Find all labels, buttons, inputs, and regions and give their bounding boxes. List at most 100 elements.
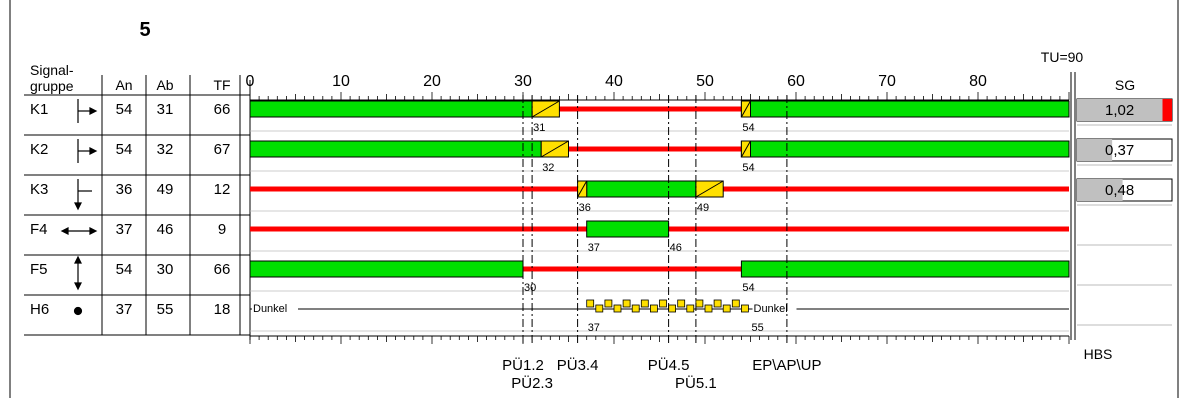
dark-label-left: Dunkel (253, 303, 287, 315)
dark-label-bg (252, 300, 298, 314)
time-mark-label: 30 (524, 282, 536, 294)
time-mark-label: 54 (742, 122, 754, 134)
time-mark-label: 55 (752, 322, 764, 334)
blink-square (713, 299, 722, 308)
saturation-column: 1,02 0,37 0,48 (1076, 98, 1173, 326)
signal-group-id: H6 (30, 301, 49, 318)
transition-diagonal (740, 100, 751, 118)
green-phase-bar (249, 260, 524, 278)
axis-tick-label: 10 (332, 73, 350, 90)
header-ab: Ab (156, 77, 173, 93)
ab-value: 55 (157, 301, 174, 318)
tf-value: 9 (218, 221, 226, 238)
icon-arrowhead (60, 227, 69, 235)
arrow-straight-right-icon (77, 139, 98, 163)
transition-label: PÜ4.5 (648, 356, 690, 374)
blink-square (650, 304, 658, 313)
tf-value: 18 (214, 301, 231, 318)
blink-square (595, 304, 604, 313)
hbs-label: HBS (1084, 346, 1113, 362)
blink-square (622, 299, 631, 308)
header-sg: SG (1115, 77, 1135, 93)
signal-group-id: F4 (30, 221, 48, 238)
cycle-label: TU=90 (1041, 49, 1084, 65)
icon-arrowhead (74, 202, 82, 211)
blink-square (586, 299, 595, 308)
signal-row-f4: F4 37 46 9 37 46 (24, 220, 1069, 256)
header-signal-group-line1: Signal- (30, 62, 74, 78)
time-mark-label: 31 (533, 122, 545, 134)
axis-tick-label: 60 (787, 73, 805, 90)
saturation-bar-k1: 1,02 (1076, 98, 1173, 126)
dark-label-right: Dunkel (754, 303, 788, 315)
saturation-value: 0,37 (1105, 142, 1134, 159)
transition-label: PÜ3.4 (557, 356, 599, 374)
blink-square (604, 299, 613, 308)
blink-square (695, 299, 704, 308)
blink-square (704, 304, 713, 313)
tf-value: 66 (214, 261, 231, 278)
tf-value: 67 (214, 141, 231, 158)
transition-diagonal (531, 100, 560, 118)
transition-label: PÜ2.3 (511, 374, 553, 392)
icon-arrowhead (74, 255, 82, 264)
icon-arrowhead (89, 107, 98, 115)
time-mark-label: 54 (742, 162, 754, 174)
an-value: 54 (116, 141, 133, 158)
axis-tick-label: 20 (423, 73, 441, 90)
saturation-fill (1077, 99, 1163, 121)
ab-value: 49 (157, 181, 174, 198)
time-mark-label: 32 (542, 162, 554, 174)
blink-square (613, 304, 622, 313)
transition-label: PÜ1.2 (502, 356, 544, 374)
ab-value: 46 (157, 221, 174, 238)
green-phase-bar (249, 100, 533, 118)
icon-arrowhead (74, 282, 82, 291)
blink-square (640, 299, 649, 308)
signal-row-k1: K1 54 31 66 31 54 (24, 99, 1070, 136)
icon-arrowhead (89, 227, 98, 235)
axis-tick-label: 80 (969, 73, 987, 90)
arrow-left-down-icon (74, 179, 92, 211)
header-an: An (115, 77, 132, 93)
green-phase-bar (740, 260, 1070, 278)
dot-icon (73, 306, 83, 316)
header-tf: TF (213, 77, 230, 93)
an-value: 54 (116, 261, 133, 278)
signal-row-h6: H6 37 55 18 Dunkel Dunkel 37 55 (24, 299, 1069, 336)
axis-tick-label: 40 (605, 73, 623, 90)
signal-group-id: K2 (30, 141, 48, 158)
blink-square (731, 299, 740, 308)
transition-diagonal (540, 140, 569, 158)
green-phase-bar (740, 140, 1070, 158)
green-phase-bar (740, 100, 1070, 118)
tf-value: 12 (214, 181, 231, 198)
axis-tick-label: 50 (696, 73, 714, 90)
saturation-value: 0,48 (1105, 182, 1134, 199)
header-signal-group-line2: gruppe (30, 78, 74, 94)
icon-dot (73, 306, 83, 316)
saturation-value: 1,02 (1105, 102, 1134, 119)
time-mark-label: 49 (697, 202, 709, 214)
blink-square (741, 304, 749, 313)
saturation-bar-k2: 0,37 (1076, 138, 1173, 166)
transition-diagonal (740, 140, 751, 158)
blink-square (722, 304, 731, 313)
green-phase-bar (586, 220, 670, 238)
blink-square (668, 304, 676, 313)
signal-group-id: F5 (30, 261, 48, 278)
an-value: 54 (116, 101, 133, 118)
saturation-fill (1077, 179, 1123, 201)
ab-value: 31 (157, 101, 174, 118)
transition-diagonal (695, 180, 724, 198)
ab-value: 30 (157, 261, 174, 278)
signal-row-k3: K3 36 49 12 36 49 (24, 179, 1069, 216)
blink-square (677, 299, 686, 308)
time-mark-label: 36 (579, 202, 591, 214)
tf-value: 66 (214, 101, 231, 118)
arrow-up-down-icon (74, 255, 82, 291)
arrow-straight-right-icon (77, 99, 98, 123)
blink-square (686, 304, 695, 313)
green-phase-bar (586, 180, 697, 198)
